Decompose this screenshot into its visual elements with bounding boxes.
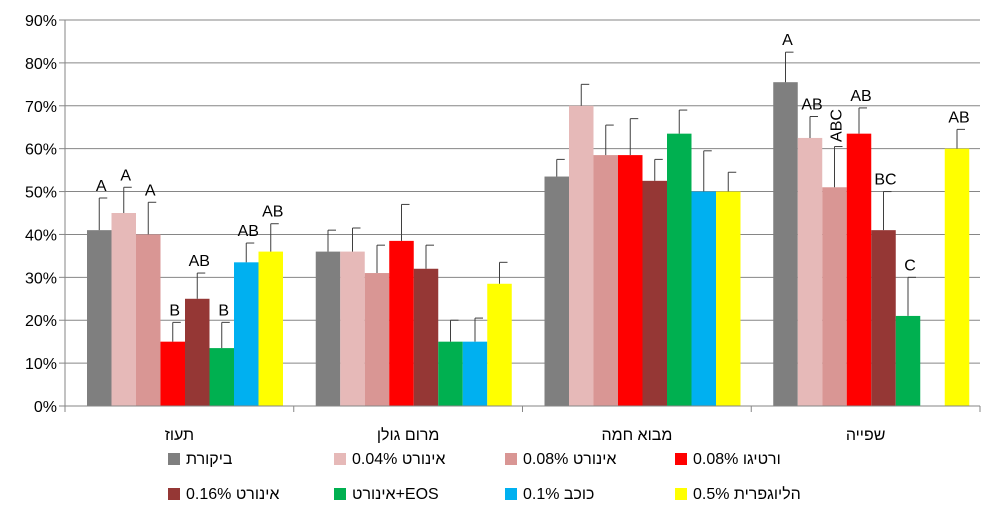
y-tick-label: 40% bbox=[25, 227, 57, 244]
legend-swatch bbox=[334, 453, 346, 465]
category-label: מבוא חמה bbox=[601, 427, 672, 444]
y-tick-label: 20% bbox=[25, 313, 57, 330]
y-tick-label: 70% bbox=[25, 99, 57, 116]
legend-label: כוכב 0.1% bbox=[523, 486, 594, 503]
bar bbox=[389, 240, 414, 406]
bar bbox=[136, 234, 161, 406]
bar bbox=[340, 251, 365, 406]
bar bbox=[691, 191, 716, 406]
bar bbox=[667, 133, 692, 406]
legend-label: ביקורת bbox=[186, 451, 233, 468]
bar bbox=[544, 176, 569, 406]
significance-label: A bbox=[96, 178, 107, 195]
significance-label: B bbox=[218, 302, 229, 319]
bar bbox=[895, 315, 921, 406]
bar bbox=[234, 262, 259, 406]
legend-swatch bbox=[675, 453, 687, 465]
bar bbox=[944, 148, 970, 406]
bar bbox=[716, 191, 741, 406]
y-tick-label: 30% bbox=[25, 270, 57, 287]
category-label: מרום גולן bbox=[377, 426, 440, 444]
category-label: תעוז bbox=[165, 427, 194, 444]
bar bbox=[462, 341, 488, 406]
significance-label: AB bbox=[801, 97, 822, 114]
bar bbox=[111, 213, 136, 406]
bar bbox=[364, 273, 390, 406]
category-label: שפייה bbox=[846, 427, 886, 444]
bars bbox=[87, 51, 970, 407]
legend-label: אינורט+EOS bbox=[352, 486, 439, 503]
legend-swatch bbox=[505, 453, 517, 465]
gridlines bbox=[65, 19, 980, 364]
significance-label: BC bbox=[874, 172, 896, 189]
significance-label: C bbox=[904, 257, 916, 274]
axes: 0% 10% 20% 30% 40% 50% 60% 70% 80% 90% תעוז מרום גו… bbox=[25, 13, 981, 444]
bar bbox=[593, 155, 618, 406]
significance-label: A bbox=[782, 32, 793, 49]
bar bbox=[642, 180, 667, 406]
bar bbox=[618, 155, 643, 406]
bar bbox=[871, 230, 896, 406]
bar bbox=[846, 133, 872, 406]
bar bbox=[569, 105, 594, 407]
significance-label: AB bbox=[850, 88, 871, 105]
bar bbox=[797, 137, 823, 406]
bar bbox=[487, 283, 512, 406]
bar bbox=[438, 341, 463, 406]
y-tick-label: 10% bbox=[25, 356, 57, 373]
legend-label: ורטיגו 0.08% bbox=[693, 451, 781, 468]
y-tick-label: 0% bbox=[34, 399, 57, 416]
y-tick-label: 60% bbox=[25, 142, 57, 159]
bar bbox=[315, 251, 341, 406]
significance-label: B bbox=[169, 302, 180, 319]
significance-label: AB bbox=[189, 253, 210, 270]
bar bbox=[822, 187, 847, 406]
significance-label: AB bbox=[948, 109, 969, 126]
y-tick-label: 50% bbox=[25, 185, 57, 202]
legend-swatch bbox=[505, 488, 517, 500]
legend-swatch bbox=[168, 488, 180, 500]
bar bbox=[209, 348, 234, 406]
significance-label: AB bbox=[262, 204, 283, 221]
significance-label: A bbox=[145, 182, 156, 199]
legend-label: אינורט 0.08% bbox=[523, 451, 616, 468]
significance-label: A bbox=[120, 167, 131, 184]
y-tick-label: 90% bbox=[25, 13, 57, 30]
legend-swatch bbox=[168, 453, 180, 465]
legend-label: אינורט 0.04% bbox=[352, 451, 445, 468]
legend-swatch bbox=[675, 488, 687, 500]
y-tick-label: 80% bbox=[25, 56, 57, 73]
legend-label: אינורט 0.16% bbox=[186, 486, 279, 503]
bar bbox=[160, 341, 185, 406]
legend-label: הליוגפרית 0.5% bbox=[693, 485, 801, 503]
bar bbox=[87, 230, 112, 406]
bar bbox=[185, 298, 210, 406]
bar bbox=[773, 82, 798, 406]
significance-label: AB bbox=[238, 223, 259, 240]
legend-swatch bbox=[334, 488, 346, 500]
bar bbox=[258, 251, 283, 406]
bar bbox=[413, 268, 439, 406]
legend: ביקורת אינורט 0.04% אינורט 0.08% ורטיגו 0.0… bbox=[168, 451, 801, 503]
significance-label: ABC bbox=[829, 109, 846, 142]
